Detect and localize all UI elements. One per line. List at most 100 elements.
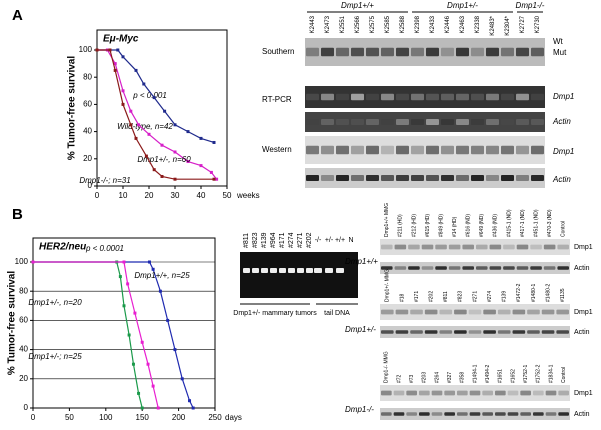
lane-label: K2433 xyxy=(430,15,436,33)
annotation: p < 0.001 xyxy=(132,91,167,100)
x-tick-label: 200 xyxy=(172,413,186,422)
x-axis-label: days xyxy=(225,413,242,422)
point xyxy=(191,406,195,410)
lane-label: K2483* xyxy=(490,15,496,35)
lane-label: K2551 xyxy=(340,15,346,33)
point xyxy=(137,123,141,127)
point xyxy=(151,384,155,388)
blot-band xyxy=(557,244,569,250)
blot-band xyxy=(396,119,409,125)
y-tick-label: 0 xyxy=(24,403,29,412)
lane-label: #823 xyxy=(252,232,259,248)
series-label: Dmp1-/-; n=31 xyxy=(79,176,130,185)
blot-band xyxy=(454,309,467,315)
lane-label: Dmp1+/- MMG xyxy=(385,269,391,302)
blot-band xyxy=(396,145,409,155)
blot-band xyxy=(439,309,453,315)
band-label: Dmp1 xyxy=(574,244,593,251)
blot-band xyxy=(394,244,407,250)
point xyxy=(122,304,126,308)
lane-label: K2566 xyxy=(355,15,361,33)
blot-band xyxy=(541,330,555,334)
point xyxy=(199,164,203,168)
blot-band xyxy=(351,175,364,181)
caption: Dmp1+/- mammary tumors xyxy=(233,310,317,317)
blot-band xyxy=(531,175,544,181)
group-label: Dmp1+/+ xyxy=(341,1,374,10)
blot-band xyxy=(469,390,481,396)
blot-band xyxy=(501,175,514,181)
blot-band xyxy=(351,47,364,57)
blot-band xyxy=(448,244,461,250)
blot-band xyxy=(381,47,394,57)
lane-label: #849 (HD) xyxy=(438,214,444,237)
lane-label: #203 xyxy=(422,372,428,383)
lane-label: Dmp1-/- MMG xyxy=(384,351,390,383)
lane-label: Dmp1+/+ MMG xyxy=(384,203,390,237)
blot-band xyxy=(366,119,379,125)
blot-band xyxy=(531,145,544,155)
blot-band xyxy=(503,266,515,270)
blot-band xyxy=(454,330,467,334)
series-label: Dmp1+/-, n=60 xyxy=(137,155,191,164)
band-label: Actin xyxy=(552,175,571,184)
lane-label: #470-3 (ND) xyxy=(547,209,553,237)
blot-band xyxy=(321,145,334,155)
lane-label: #271 xyxy=(297,232,304,248)
point xyxy=(151,267,155,271)
blot-band xyxy=(381,175,394,181)
blot-band xyxy=(482,390,493,396)
blot-band xyxy=(516,47,529,57)
blot-band xyxy=(426,145,439,155)
point xyxy=(156,406,160,410)
blot-band xyxy=(306,119,319,125)
blot-strip xyxy=(305,168,545,188)
blot-band xyxy=(545,390,557,396)
lane-label: #327 xyxy=(447,372,453,383)
blot-band xyxy=(381,390,392,396)
blot-band xyxy=(366,47,379,57)
lane-label: #1480-1 xyxy=(531,283,537,302)
group-label: Dmp1-/- xyxy=(516,1,545,10)
blot-band xyxy=(411,119,424,125)
gel-band xyxy=(279,268,286,273)
point xyxy=(108,48,112,52)
lane-label: #1494-2 xyxy=(485,364,491,383)
blot-band xyxy=(441,145,454,155)
blot-strip xyxy=(380,262,570,274)
x-tick-label: 40 xyxy=(197,191,206,200)
blot-band xyxy=(486,93,499,101)
lane-label: #202 xyxy=(306,232,313,248)
survival-line xyxy=(33,261,143,409)
blot-band xyxy=(393,390,405,396)
point xyxy=(122,260,126,264)
blot-band xyxy=(411,175,424,181)
blot-band xyxy=(439,330,453,334)
blot-band xyxy=(395,309,409,315)
blot-band xyxy=(396,47,409,57)
lane-label: #1651 xyxy=(498,369,504,383)
y-tick-label: 100 xyxy=(15,257,29,266)
panel-label: A xyxy=(12,7,23,24)
point xyxy=(118,275,122,279)
blot-band xyxy=(396,93,409,101)
point xyxy=(163,109,167,113)
lane-label: K2730 xyxy=(535,15,541,33)
gel-band xyxy=(252,268,259,273)
blot-band xyxy=(381,266,393,270)
y-tick-label: 60 xyxy=(83,100,92,109)
point xyxy=(129,123,133,127)
blot-band xyxy=(520,390,531,396)
row-label: Western xyxy=(262,145,292,154)
blot-band xyxy=(351,145,364,155)
blot-band xyxy=(321,47,334,57)
lane-label: #274 xyxy=(487,291,493,302)
x-tick-label: 150 xyxy=(136,413,150,422)
lane-label: -/- xyxy=(315,237,322,244)
blot-band xyxy=(527,330,540,334)
caption: tail DNA xyxy=(324,310,350,317)
lane-label: K2727 xyxy=(520,15,526,33)
gel-band xyxy=(314,268,322,273)
blot-band xyxy=(483,330,496,334)
lane-label: #415-1 (ND) xyxy=(506,209,512,237)
